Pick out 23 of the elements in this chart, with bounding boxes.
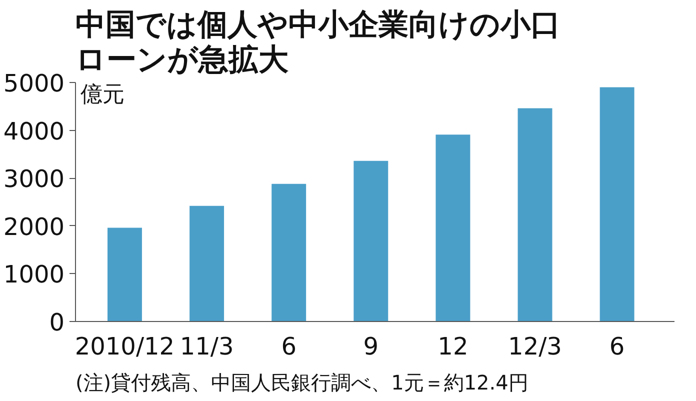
y-tick-label: 3000 — [3, 165, 64, 194]
y-tick-label: 5000 — [3, 70, 64, 98]
bar — [108, 228, 142, 322]
y-tick-label: 0 — [49, 308, 65, 336]
y-tick-label: 1000 — [3, 260, 64, 289]
x-tick-label: 6 — [281, 332, 296, 360]
x-tick-label: 12/3 — [508, 332, 562, 360]
bar — [600, 87, 634, 322]
x-tick-label: 12 — [438, 332, 468, 360]
x-tick-label: 2010/12 — [74, 332, 175, 360]
x-tick-label: 11/3 — [180, 332, 234, 360]
bar — [436, 134, 470, 322]
y-tick-label: 2000 — [3, 212, 64, 241]
y-tick-label: 4000 — [3, 117, 64, 146]
bar — [354, 160, 388, 322]
bar — [272, 184, 306, 322]
y-axis-title: 億元 — [80, 82, 124, 108]
text: (注)貸付残高、中国人民銀行調べ、1元＝約12.4円 — [76, 370, 528, 394]
bar — [190, 206, 224, 322]
x-tick-label: 9 — [363, 332, 379, 360]
x-tick-label: 6 — [609, 332, 625, 360]
bar — [518, 108, 552, 322]
chart-title: 中国では個人や中小企業向けの小口ローンが急拡大 — [76, 8, 560, 78]
